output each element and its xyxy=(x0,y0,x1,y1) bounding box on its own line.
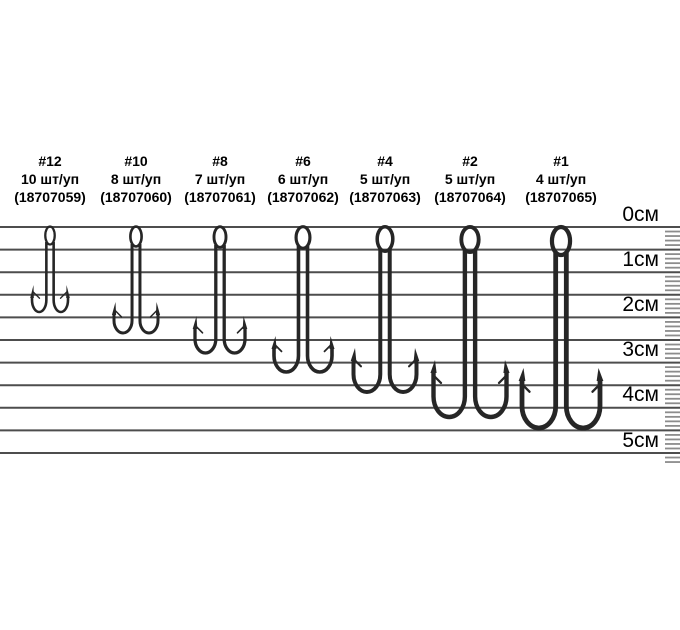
hook-barb xyxy=(521,383,531,393)
hook-barb xyxy=(149,309,158,318)
hook-point xyxy=(518,368,526,381)
double-hook-2 xyxy=(430,224,510,420)
product-label: #6 6 шт/уп (18707062) xyxy=(258,152,348,206)
hook-barb xyxy=(59,291,68,299)
hook-bend xyxy=(30,242,48,314)
product-size: #8 xyxy=(212,153,228,169)
product-qty: 5 шт/уп xyxy=(359,171,411,187)
product-label: #2 5 шт/уп (18707064) xyxy=(425,152,515,206)
product-sku: (18707061) xyxy=(184,189,256,205)
product-size: #4 xyxy=(377,153,393,169)
hook-barb xyxy=(433,375,443,385)
product-sku: (18707063) xyxy=(349,189,421,205)
product-size: #6 xyxy=(295,153,311,169)
product-label: #1 4 шт/уп (18707065) xyxy=(516,152,606,206)
product-sku: (18707059) xyxy=(14,189,86,205)
product-sku: (18707062) xyxy=(267,189,339,205)
double-hook-4 xyxy=(350,225,420,394)
hook-point xyxy=(329,336,335,349)
ruler-label-4cm: 4см xyxy=(622,383,659,406)
product-sku: (18707065) xyxy=(525,189,597,205)
product-label: #10 8 шт/уп (18707060) xyxy=(91,152,181,206)
hook-eye xyxy=(294,225,312,250)
product-label: #4 5 шт/уп (18707063) xyxy=(340,152,430,206)
hook-eye xyxy=(549,224,573,258)
hook-barb xyxy=(353,358,362,368)
hook-point xyxy=(66,285,70,298)
double-hook-8 xyxy=(192,225,248,355)
hook-bend xyxy=(563,253,603,431)
ruler-label-2cm: 2см xyxy=(622,293,659,316)
product-label: #12 10 шт/уп (18707059) xyxy=(5,152,95,206)
hook-barb xyxy=(274,343,283,353)
hook-point xyxy=(111,302,117,315)
hook-barb xyxy=(591,383,601,393)
product-qty: 5 шт/уп xyxy=(444,171,496,187)
hook-bend xyxy=(351,249,383,394)
ruler-label-5cm: 5см xyxy=(622,429,659,452)
product-qty: 8 шт/уп xyxy=(110,171,162,187)
product-sku: (18707060) xyxy=(100,189,172,205)
hook-barb xyxy=(195,325,204,334)
hook-bend xyxy=(222,245,247,355)
double-hook-1 xyxy=(518,224,604,431)
hook-barb xyxy=(323,343,332,353)
hook-bend xyxy=(305,246,334,374)
ruler-label-3cm: 3см xyxy=(622,338,659,361)
product-qty: 6 шт/уп xyxy=(277,171,329,187)
hook-barb xyxy=(32,291,41,299)
ruler-label-0cm: 0см xyxy=(622,203,659,226)
hook-barb xyxy=(408,358,417,368)
hook-bend xyxy=(519,253,559,431)
product-label: #8 7 шт/уп (18707061) xyxy=(175,152,265,206)
hook-barb xyxy=(497,375,507,385)
hook-point xyxy=(350,348,357,361)
product-size: #1 xyxy=(553,153,569,169)
hook-bend xyxy=(272,246,301,374)
hook-point xyxy=(413,348,420,361)
hook-bend xyxy=(472,250,509,420)
hook-point xyxy=(155,302,161,315)
product-sku: (18707064) xyxy=(434,189,506,205)
hook-bend xyxy=(387,249,419,394)
hook-bend xyxy=(52,242,70,314)
hook-bend xyxy=(112,244,134,335)
double-hook-10 xyxy=(111,225,161,335)
double-hook-6 xyxy=(271,225,335,374)
hook-eye xyxy=(129,225,143,248)
product-qty: 10 шт/уп xyxy=(20,171,80,187)
hook-point xyxy=(596,368,604,381)
product-qty: 4 шт/уп xyxy=(535,171,587,187)
product-size: #12 xyxy=(38,153,62,169)
hook-barb xyxy=(236,325,245,334)
hook-bend xyxy=(138,244,160,335)
product-size: #10 xyxy=(124,153,148,169)
product-qty: 7 шт/уп xyxy=(194,171,246,187)
hook-bend xyxy=(431,250,468,420)
double-hook-12 xyxy=(30,225,70,314)
hook-point xyxy=(430,360,437,373)
hook-bend xyxy=(193,245,218,355)
hook-eye xyxy=(459,224,481,255)
hook-point xyxy=(503,360,510,373)
product-size: #2 xyxy=(462,153,478,169)
hook-eye xyxy=(44,225,56,246)
hook-eye xyxy=(375,225,395,253)
ruler-label-1cm: 1см xyxy=(622,248,659,271)
hook-point xyxy=(30,285,34,298)
hook-point xyxy=(271,336,277,349)
hook-eye xyxy=(212,225,228,249)
hook-barb xyxy=(114,309,123,318)
